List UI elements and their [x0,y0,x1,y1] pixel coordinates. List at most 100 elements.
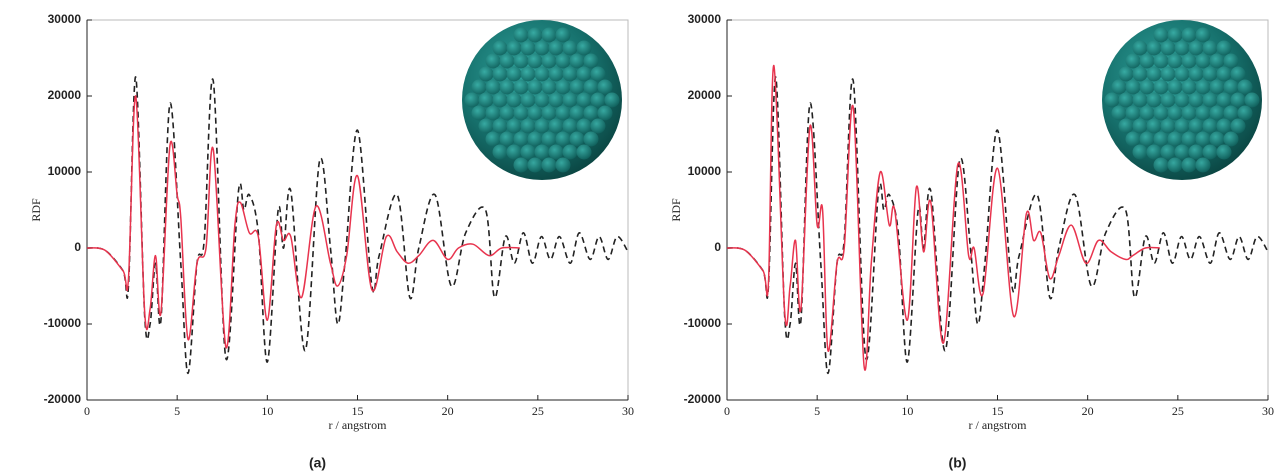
particle-atom [1188,118,1204,134]
particle-atom [555,105,571,121]
particle-atom [555,27,571,43]
x-tick-label: 0 [84,404,90,418]
particle-atom [555,79,571,95]
particle-atom [485,53,501,69]
y-tick-label: 10000 [48,164,82,178]
particle-atom [1125,131,1141,147]
particle-atom [1160,66,1176,82]
particle-atom [1160,92,1176,108]
particle-atom [562,40,578,56]
y-tick-label: -20000 [44,392,82,406]
x-tick-label: 20 [1082,404,1094,418]
particle-atom [1216,40,1232,56]
particle-atom [555,157,571,173]
particle-atom [1167,27,1183,43]
particle-atom [527,27,543,43]
particle-atom [562,118,578,134]
particle-atom [1132,66,1148,82]
particle-atom [1104,92,1120,108]
particle-atom [1146,144,1162,160]
particle-atom [492,92,508,108]
particle-atom [576,66,592,82]
particle-atom [1209,53,1225,69]
x-axis-label: r / angstrom [329,418,388,432]
particle-atom [534,144,550,160]
particle-atom [562,92,578,108]
particle-atom [527,131,543,147]
particle-atom [569,131,585,147]
particle-atom [1132,40,1148,56]
particle-atom [1153,79,1169,95]
particle-atom [1139,105,1155,121]
particle-atom [583,131,599,147]
particle-atom [548,92,564,108]
particle-atom [485,79,501,95]
particle-atom [527,53,543,69]
particle-atom [1174,118,1190,134]
particle-atom [478,118,494,134]
particle-atom [1216,66,1232,82]
particle-atom [1202,66,1218,82]
panel: -20000 -10000 0 10000 20000 30000 0 5 10 15 20 25 30… [29,12,634,471]
particle-atom [1139,53,1155,69]
y-tick-label: 0 [714,240,721,254]
panel: -20000 -10000 0 10000 20000 30000 0 5 10 15 20 25 30… [669,12,1274,471]
particle-atom [1153,131,1169,147]
particle-atom [541,79,557,95]
particle-atom [541,131,557,147]
particle-atom [485,105,501,121]
particle-atom [1202,40,1218,56]
particle-atom [548,40,564,56]
particle-atom [1188,144,1204,160]
particle-atom [1230,92,1246,108]
particle-atom [499,105,515,121]
particle-atom [1188,40,1204,56]
particle-atom [1111,105,1127,121]
particle-atom [1237,79,1253,95]
x-tick-label: 5 [174,404,180,418]
particle-atom [1153,53,1169,69]
particle-atom [1167,79,1183,95]
y-tick-label: 30000 [688,12,722,26]
particle-atom [527,157,543,173]
x-tick-label: 10 [901,404,913,418]
particle-atom [1216,92,1232,108]
particle-atom [583,53,599,69]
particle-atom [534,92,550,108]
particle-atom [506,40,522,56]
particle-atom [1181,157,1197,173]
y-axis-label: RDF [29,198,43,222]
y-tick-label: -10000 [684,316,722,330]
particle-atom [1181,131,1197,147]
particle-atom [1188,66,1204,82]
x-tick-label: 15 [992,404,1004,418]
particle-atom [1146,66,1162,82]
particle-atom [1125,53,1141,69]
particle-atom [492,118,508,134]
particle-atom [569,79,585,95]
particle-atom [1146,40,1162,56]
x-tick-label: 15 [352,404,364,418]
particle-atom [464,92,480,108]
particle-atom [1195,105,1211,121]
particle-atom [478,92,494,108]
particle-atom [520,144,536,160]
particle-atom [534,40,550,56]
particle-atom [1195,157,1211,173]
particle-atom [590,92,606,108]
particle-atom [485,131,501,147]
particle-atom [1174,40,1190,56]
y-tick-label: 0 [74,240,81,254]
particle-atom [1125,105,1141,121]
particle-atom [506,92,522,108]
y-tick-label: -20000 [684,392,722,406]
y-axis-label: RDF [669,198,683,222]
particle-atom [583,79,599,95]
particle-atom [1195,131,1211,147]
particle-atom [1139,79,1155,95]
particle-atom [1209,105,1225,121]
particle-atom [506,144,522,160]
particle-atom [1167,157,1183,173]
particle-atom [576,118,592,134]
